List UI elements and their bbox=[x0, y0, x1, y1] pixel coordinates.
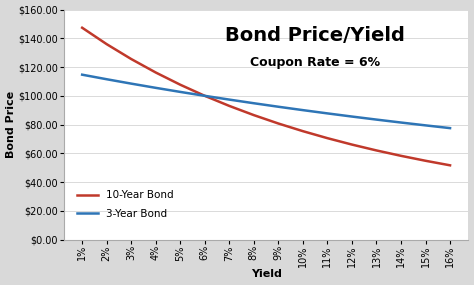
10-Year Bond bbox=[227, 104, 232, 108]
10-Year Bond bbox=[275, 122, 281, 125]
10-Year Bond bbox=[423, 159, 428, 162]
10-Year Bond bbox=[153, 71, 159, 74]
Line: 10-Year Bond: 10-Year Bond bbox=[82, 28, 450, 165]
Y-axis label: Bond Price: Bond Price bbox=[6, 91, 16, 158]
3-Year Bond bbox=[423, 124, 428, 127]
3-Year Bond bbox=[104, 78, 109, 81]
Text: Bond Price/Yield: Bond Price/Yield bbox=[225, 26, 405, 45]
10-Year Bond bbox=[349, 143, 355, 146]
3-Year Bond bbox=[202, 94, 208, 97]
3-Year Bond bbox=[128, 82, 134, 85]
10-Year Bond bbox=[177, 83, 183, 86]
10-Year Bond bbox=[300, 129, 306, 133]
3-Year Bond bbox=[374, 118, 379, 121]
X-axis label: Yield: Yield bbox=[251, 269, 282, 280]
10-Year Bond bbox=[447, 164, 453, 167]
10-Year Bond bbox=[202, 94, 208, 97]
10-Year Bond bbox=[79, 26, 85, 29]
10-Year Bond bbox=[251, 113, 257, 117]
3-Year Bond bbox=[300, 108, 306, 112]
10-Year Bond bbox=[325, 137, 330, 140]
3-Year Bond bbox=[251, 101, 257, 105]
10-Year Bond bbox=[104, 42, 109, 46]
Text: Coupon Rate = 6%: Coupon Rate = 6% bbox=[250, 56, 380, 69]
3-Year Bond bbox=[227, 98, 232, 101]
Line: 3-Year Bond: 3-Year Bond bbox=[82, 75, 450, 128]
3-Year Bond bbox=[349, 115, 355, 118]
10-Year Bond bbox=[128, 57, 134, 61]
Legend: 10-Year Bond, 3-Year Bond: 10-Year Bond, 3-Year Bond bbox=[73, 186, 178, 223]
3-Year Bond bbox=[153, 86, 159, 89]
3-Year Bond bbox=[447, 127, 453, 130]
3-Year Bond bbox=[79, 73, 85, 76]
3-Year Bond bbox=[275, 105, 281, 109]
10-Year Bond bbox=[374, 149, 379, 152]
10-Year Bond bbox=[398, 154, 404, 158]
3-Year Bond bbox=[177, 90, 183, 93]
3-Year Bond bbox=[325, 112, 330, 115]
3-Year Bond bbox=[398, 121, 404, 124]
